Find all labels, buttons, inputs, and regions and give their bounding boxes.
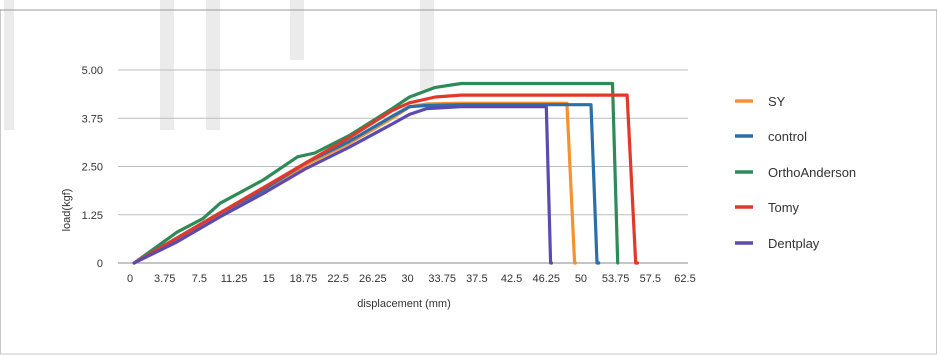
y-tick-labels: 0 1.25 2.50 3.75 5.00: [82, 65, 103, 270]
legend-label: control: [768, 129, 807, 144]
y-tick-label: 0: [97, 258, 103, 270]
legend-label: OrthoAnderson: [768, 165, 856, 180]
x-tick-label: 0: [127, 273, 133, 285]
x-tick-label: 11.25: [221, 273, 248, 285]
x-tick-label: 22.5: [327, 273, 348, 285]
series-line-sy: [132, 101, 578, 265]
x-tick-label: 42.5: [501, 273, 522, 285]
x-tick-label: 46.25: [532, 273, 560, 285]
y-tick-label: 3.75: [82, 113, 103, 125]
y-axis-label: load(kgf): [61, 189, 73, 232]
figure-border: [0, 9, 937, 355]
x-tick-label: 33.75: [428, 273, 456, 285]
legend-label: Dentplay: [768, 236, 820, 251]
x-tick-label: 18.75: [290, 273, 318, 285]
x-tick-label: 57.5: [640, 273, 661, 285]
x-tick-label: 3.75: [154, 273, 175, 285]
x-tick-label: 37.5: [466, 273, 487, 285]
legend-label: Tomy: [768, 200, 800, 215]
x-tick-labels: 0 3.75 7.5 11.25 15 18.75 22.5 26.25 30 33.75 37.5…: [127, 273, 696, 285]
x-tick-label: 30: [401, 273, 413, 285]
y-tick-label: 5.00: [82, 65, 103, 77]
legend: SY control OrthoAnderson Tomy Dentplay: [735, 94, 856, 251]
series-line-tomy: [132, 93, 640, 265]
x-tick-label: 62.5: [674, 273, 695, 285]
grid-lines: [118, 69, 688, 264]
x-tick-label: 53.75: [602, 273, 630, 285]
series-line-orthoanderson: [132, 81, 620, 265]
watermark: [4, 0, 434, 130]
series-line-dentplay: [132, 105, 554, 265]
y-tick-label: 2.50: [82, 162, 103, 174]
x-tick-label: 50: [575, 273, 587, 285]
x-tick-label: 7.5: [192, 273, 207, 285]
legend-label: SY: [768, 94, 786, 109]
y-tick-label: 1.25: [82, 210, 103, 222]
x-axis-label: displacement (mm): [357, 298, 451, 310]
x-tick-label: 26.25: [359, 273, 387, 285]
x-tick-label: 15: [263, 273, 275, 285]
series-lines: [132, 81, 640, 265]
